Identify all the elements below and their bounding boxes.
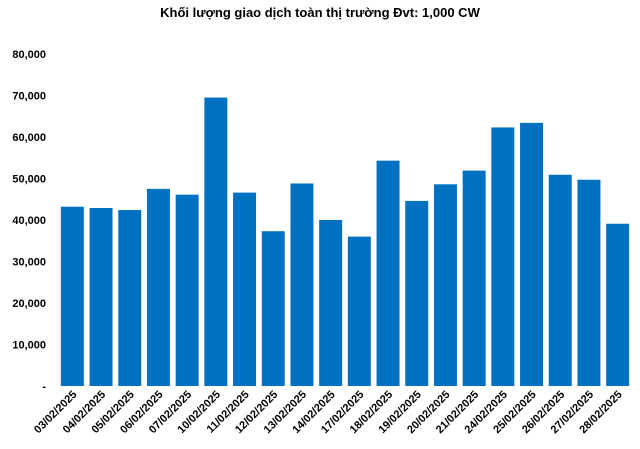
y-tick-label: 70,000 bbox=[12, 91, 46, 103]
bar bbox=[319, 220, 343, 386]
bar bbox=[204, 97, 228, 386]
bar bbox=[89, 207, 113, 386]
chart-title: Khối lượng giao dịch toàn thị trường Đvt… bbox=[160, 5, 480, 20]
y-tick-label: 50,000 bbox=[12, 174, 46, 186]
y-tick-label: 20,000 bbox=[12, 298, 46, 310]
bar bbox=[233, 192, 257, 386]
y-tick-label: - bbox=[42, 381, 46, 393]
bar bbox=[462, 170, 486, 386]
bar bbox=[118, 210, 142, 386]
y-axis: - 10,000 20,000 30,000 40,000 50,000 60,000 70,… bbox=[12, 49, 46, 393]
y-tick-label: 10,000 bbox=[12, 340, 46, 352]
y-tick-label: 80,000 bbox=[12, 49, 46, 61]
bar bbox=[405, 200, 429, 386]
y-tick-label: 60,000 bbox=[12, 132, 46, 144]
bar bbox=[433, 184, 457, 386]
bar bbox=[548, 174, 572, 386]
bar bbox=[261, 231, 285, 386]
y-tick-label: 30,000 bbox=[12, 257, 46, 269]
bar bbox=[290, 183, 314, 386]
y-tick-label: 40,000 bbox=[12, 215, 46, 227]
bar bbox=[577, 179, 601, 386]
bar bbox=[175, 194, 199, 386]
bar bbox=[520, 122, 544, 386]
bar bbox=[146, 188, 170, 387]
bar bbox=[376, 160, 400, 386]
bar bbox=[347, 236, 371, 386]
x-axis: 03/02/202504/02/202505/02/202506/02/2025… bbox=[32, 389, 625, 436]
bar bbox=[60, 206, 84, 386]
bars bbox=[60, 97, 630, 387]
bar bbox=[491, 127, 515, 386]
bar bbox=[606, 223, 630, 386]
